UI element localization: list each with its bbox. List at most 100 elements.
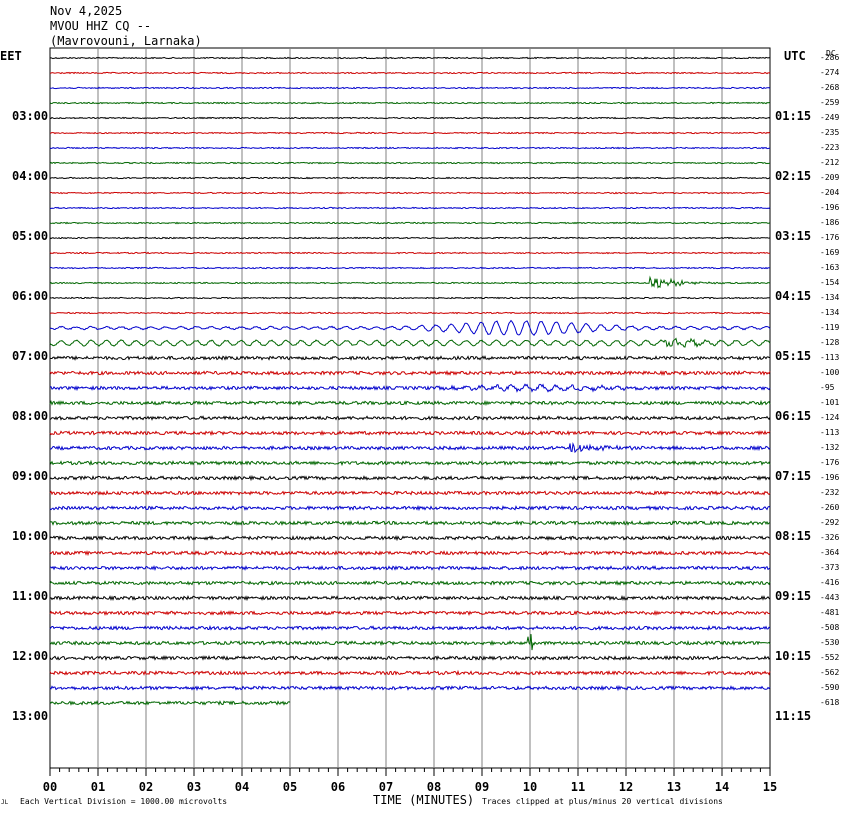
x-tick-label: 08 <box>427 780 441 794</box>
dc-label: DC <box>826 49 836 58</box>
trace-line <box>49 266 771 270</box>
dc-offset-label: -196 <box>820 473 840 482</box>
dc-offset-label: -562 <box>820 668 840 677</box>
dc-offset-label: -169 <box>820 248 840 257</box>
dc-offset-label: -101 <box>820 398 840 407</box>
right-hour-label: 01:15 <box>775 109 812 123</box>
trace-line <box>49 319 771 336</box>
dc-offset-label: -590 <box>820 683 840 692</box>
left-hour-label: 06:00 <box>12 289 49 303</box>
dc-offset-label: -124 <box>820 413 840 422</box>
trace-line <box>49 429 771 437</box>
trace-line <box>49 609 771 617</box>
trace-line <box>49 655 771 661</box>
dc-offset-label: -186 <box>820 218 840 227</box>
left-hour-label: 07:00 <box>12 349 49 363</box>
right-hour-label: 02:15 <box>775 169 812 183</box>
dc-offset-label: -134 <box>820 308 840 317</box>
right-hour-label: 07:15 <box>775 469 812 483</box>
dc-offset-label: -223 <box>820 143 840 152</box>
left-hour-label: 03:00 <box>12 109 49 123</box>
right-hour-label: 03:15 <box>775 229 812 243</box>
dc-offset-label: -95 <box>820 383 835 392</box>
trace-line <box>49 370 771 377</box>
trace-line <box>49 700 291 706</box>
trace-line <box>49 489 771 496</box>
trace-line <box>49 684 771 692</box>
trace-line <box>49 236 771 240</box>
trace-line <box>49 251 771 255</box>
trace-line <box>49 520 771 527</box>
trace-line <box>49 101 771 105</box>
dc-offset-label: -364 <box>820 548 840 557</box>
trace-group <box>49 56 771 706</box>
trace-line <box>49 550 771 557</box>
dc-offset-label: -481 <box>820 608 840 617</box>
right-zone-label: UTC <box>784 49 806 63</box>
trace-line <box>49 634 771 651</box>
dc-offset-label: -196 <box>820 203 840 212</box>
left-hour-label: 11:00 <box>12 589 49 603</box>
header-station: MVOU HHZ CQ -- <box>50 19 152 33</box>
x-tick-label: 00 <box>43 780 57 794</box>
trace-line <box>49 594 771 602</box>
right-hour-label: 06:15 <box>775 409 812 423</box>
dc-offset-label: -443 <box>820 593 840 602</box>
trace-line <box>49 191 771 195</box>
trace-line <box>49 441 771 454</box>
trace-line <box>49 337 771 348</box>
trace-line <box>49 161 770 165</box>
left-zone-label: EET <box>0 49 22 63</box>
x-tick-label: 06 <box>331 780 345 794</box>
trace-line <box>50 86 771 90</box>
trace-line <box>49 176 771 180</box>
x-tick-label: 07 <box>379 780 393 794</box>
x-tick-label: 14 <box>715 780 729 794</box>
dc-offset-label: -373 <box>820 563 840 572</box>
dc-offset-label: -176 <box>820 233 840 242</box>
trace-line <box>49 383 771 393</box>
trace-line <box>49 56 771 60</box>
dc-offset-label: -132 <box>820 443 840 452</box>
header-location: (Mavrovouni, Larnaka) <box>50 34 202 48</box>
dc-offset-label: -119 <box>820 323 840 332</box>
trace-line <box>50 565 771 572</box>
dc-offset-label: -530 <box>820 638 840 647</box>
x-axis-title: TIME (MINUTES) <box>373 793 475 807</box>
x-tick-label: 09 <box>475 780 489 794</box>
dc-offset-label: -176 <box>820 458 840 467</box>
trace-line <box>49 534 771 542</box>
trace-line <box>49 355 770 361</box>
left-hour-label: 12:00 <box>12 649 49 663</box>
x-tick-label: 13 <box>667 780 681 794</box>
left-hour-label: 09:00 <box>12 469 49 483</box>
right-hour-label: 10:15 <box>775 649 812 663</box>
trace-line <box>49 146 771 150</box>
trace-line <box>49 275 771 289</box>
x-axis: 00 01 02 03 04 05 06 07 08 09 10 11 12 13 14 15 <box>43 768 777 794</box>
plot-frame <box>49 47 771 769</box>
x-tick-label: 15 <box>763 780 777 794</box>
right-hour-label: 05:15 <box>775 349 812 363</box>
dc-offset-label: -326 <box>820 533 840 542</box>
trace-line <box>49 504 771 512</box>
trace-line <box>49 459 771 467</box>
trace-line <box>49 669 771 677</box>
dc-offset-label: -274 <box>820 68 840 77</box>
dc-offset-label: -235 <box>820 128 840 137</box>
dc-offset-label: -508 <box>820 623 840 632</box>
scale-note: Each Vertical Division = 1000.00 microvo… <box>20 797 228 806</box>
right-hour-label: 08:15 <box>775 529 812 543</box>
dc-offset-label: -154 <box>820 278 840 287</box>
left-hour-label: 04:00 <box>12 169 49 183</box>
corner-mark: JL <box>1 799 9 806</box>
dc-offset-label: -204 <box>820 188 840 197</box>
dc-offset-label: -618 <box>820 698 840 707</box>
dc-offset-label: -232 <box>820 488 840 497</box>
dc-offset-label: -416 <box>820 578 840 587</box>
dc-offset-label: -292 <box>820 518 840 527</box>
trace-line <box>49 399 771 407</box>
x-tick-label: 03 <box>187 780 201 794</box>
header-date: Nov 4,2025 <box>50 4 123 18</box>
